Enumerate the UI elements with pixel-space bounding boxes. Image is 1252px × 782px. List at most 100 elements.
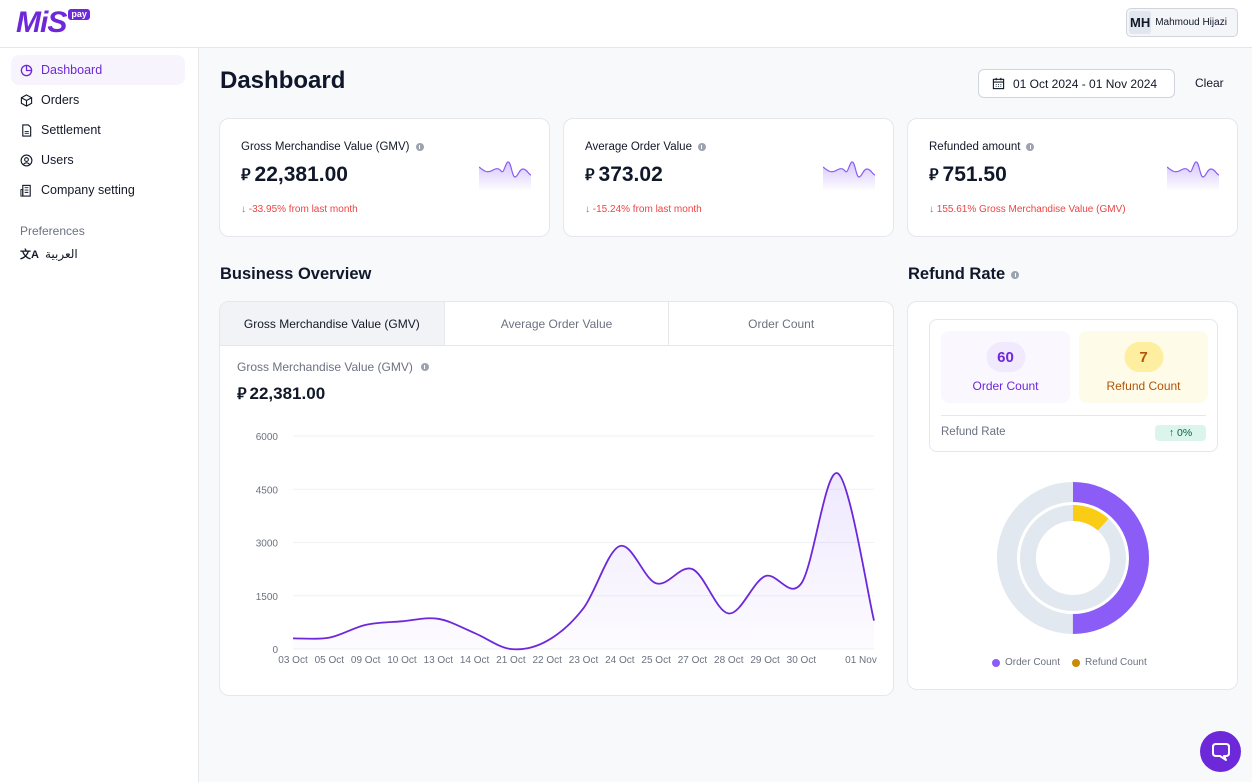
refund-donut-chart (997, 482, 1149, 634)
order-count-value: 60 (986, 342, 1025, 372)
chart-metric-value-text: 22,381.00 (249, 384, 326, 403)
pie-chart-icon (20, 64, 33, 77)
x-tick-label: 29 Oct (750, 655, 780, 666)
business-overview-title: Business Overview (220, 265, 372, 283)
legend-label: Refund Count (1085, 657, 1147, 668)
stat-change: ↓ 155.61% Gross Merchandise Value (GMV) (929, 204, 1126, 215)
logo-text: MiS (16, 6, 67, 39)
stat-title-text: Refunded amount (929, 141, 1021, 153)
sparkline (1167, 161, 1219, 191)
stat-card-aov: Average Order Value ⃁ 373.02 ↓ -15.24% fr… (563, 118, 894, 237)
x-tick-label: 14 Oct (460, 655, 490, 666)
date-range-picker[interactable]: 01 Oct 2024 - 01 Nov 2024 (978, 69, 1175, 98)
x-tick-label: 03 Oct (278, 655, 308, 666)
sidebar-item-dashboard[interactable]: Dashboard (11, 55, 185, 85)
info-icon[interactable] (1026, 143, 1035, 151)
refund-count-box: 7 Refund Count (1079, 331, 1208, 403)
refund-rate-title-text: Refund Rate (908, 265, 1006, 283)
legend-order-count[interactable]: Order Count (992, 657, 1060, 668)
sidebar-item-orders[interactable]: Orders (11, 85, 185, 115)
clear-button[interactable]: Clear (1195, 76, 1224, 90)
x-tick-label: 30 Oct (787, 655, 817, 666)
stat-value: ⃁ 373.02 (585, 163, 663, 187)
legend-refund-count[interactable]: Refund Count (1072, 657, 1147, 668)
logo[interactable]: MiS pay (16, 6, 90, 40)
sidebar: Dashboard Orders Settlement Users Compan… (0, 48, 199, 782)
chart-metric-label: Gross Merchandise Value (GMV) (237, 360, 429, 374)
y-tick-label: 4500 (256, 485, 279, 496)
info-icon[interactable] (697, 143, 706, 151)
order-count-box: 60 Order Count (941, 331, 1070, 403)
order-count-label: Order Count (972, 379, 1039, 393)
language-switch[interactable]: 文A العربية (20, 246, 78, 262)
logo-badge: pay (68, 9, 90, 20)
currency-icon: ⃁ (241, 167, 251, 184)
metric-tabs: Gross Merchandise Value (GMV) Average Or… (220, 302, 893, 346)
calendar-icon (992, 77, 1005, 90)
building-icon (20, 184, 33, 197)
divider (941, 415, 1206, 416)
user-name: Mahmoud Hijazi (1155, 17, 1227, 28)
stat-value-text: 373.02 (598, 163, 663, 186)
sparkline (823, 161, 875, 191)
stat-title: Average Order Value (585, 141, 706, 153)
order-count-arc[interactable] (997, 482, 1149, 634)
chart-metric-value: ⃁ 22,381.00 (237, 384, 325, 404)
user-circle-icon (20, 154, 33, 167)
donut-legend: Order Count Refund Count (992, 657, 1147, 668)
info-icon[interactable] (1011, 270, 1020, 279)
sparkline (479, 161, 531, 191)
y-tick-label: 3000 (256, 539, 279, 550)
language-label: العربية (44, 247, 78, 261)
tab-order-count[interactable]: Order Count (748, 316, 815, 331)
stat-value-text: 751.50 (942, 163, 1007, 186)
x-tick-label: 27 Oct (678, 655, 708, 666)
sidebar-item-users[interactable]: Users (11, 145, 185, 175)
area-fill (293, 472, 874, 650)
sidebar-item-label: Orders (41, 93, 80, 107)
sidebar-item-settlement[interactable]: Settlement (11, 115, 185, 145)
stat-value: ⃁ 22,381.00 (241, 163, 348, 187)
stat-value: ⃁ 751.50 (929, 163, 1007, 187)
sidebar-item-label: Company setting (41, 183, 135, 197)
x-tick-label: 13 Oct (424, 655, 454, 666)
x-tick-label: 21 Oct (496, 655, 526, 666)
stat-value-text: 22,381.00 (254, 163, 348, 186)
x-tick-label: 05 Oct (315, 655, 345, 666)
tab-average-order-value[interactable]: Average Order Value (445, 302, 670, 345)
refund-count-arc[interactable] (1020, 505, 1126, 611)
x-tick-label: 28 Oct (714, 655, 744, 666)
y-tick-label: 6000 (256, 432, 279, 443)
translate-icon: 文A (20, 249, 39, 261)
info-icon[interactable] (420, 363, 429, 371)
refund-rate-badge: ↑ 0% (1155, 425, 1206, 441)
x-tick-label: 23 Oct (569, 655, 599, 666)
business-overview-card: Gross Merchandise Value (GMV) Average Or… (219, 301, 894, 696)
stat-change: ↓ -33.95% from last month (241, 204, 358, 215)
sidebar-item-label: Dashboard (41, 63, 103, 77)
x-tick-label: 22 Oct (532, 655, 562, 666)
package-icon (20, 93, 33, 107)
legend-dot (1072, 658, 1081, 667)
stat-title-text: Gross Merchandise Value (GMV) (241, 141, 410, 153)
currency-icon: ⃁ (929, 167, 939, 184)
user-menu-button[interactable]: MH Mahmoud Hijazi (1126, 8, 1238, 37)
gmv-line-chart: 0 1500 3000 4500 6000 03 Oct 05 Oct 09 Oct 10 Oc… (256, 432, 877, 666)
tab-gmv[interactable]: Gross Merchandise Value (GMV) (220, 302, 445, 345)
avatar: MH (1129, 11, 1152, 34)
sidebar-item-label: Settlement (41, 123, 101, 137)
refund-count-label: Refund Count (1106, 379, 1181, 393)
info-icon[interactable] (415, 143, 424, 151)
sidebar-item-label: Users (41, 153, 74, 167)
top-bar: MiS pay MH Mahmoud Hijazi (0, 0, 1252, 48)
chat-button[interactable] (1200, 731, 1241, 772)
refund-rate-card: 60 Order Count 7 Refund Count Refund Rat… (907, 301, 1238, 690)
legend-label: Order Count (1005, 657, 1061, 668)
preferences-label: Preferences (20, 224, 85, 238)
currency-icon: ⃁ (237, 386, 247, 403)
chat-bubble-icon (1211, 742, 1230, 761)
stat-card-refunded: Refunded amount ⃁ 751.50 ↓ 155.61% Gross … (907, 118, 1238, 237)
stat-card-gmv: Gross Merchandise Value (GMV) ⃁ 22,381.00… (219, 118, 550, 237)
currency-icon: ⃁ (585, 167, 595, 184)
sidebar-item-company-setting[interactable]: Company setting (11, 175, 185, 205)
